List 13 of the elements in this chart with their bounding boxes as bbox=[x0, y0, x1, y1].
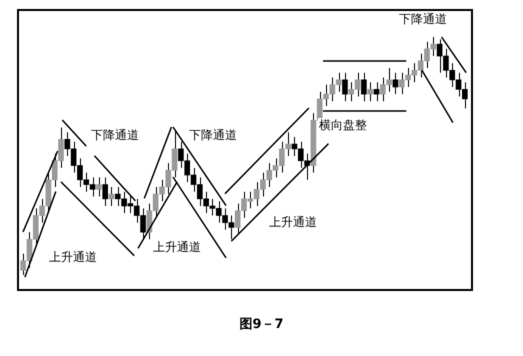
annotation: 横向盘整 bbox=[318, 118, 368, 132]
annotation: 上升通道 bbox=[48, 250, 98, 264]
candlestick bbox=[374, 82, 380, 102]
candlestick bbox=[361, 72, 367, 102]
candlestick bbox=[392, 72, 398, 95]
annotation: 下降通道 bbox=[188, 128, 238, 142]
text: 图9－7 bbox=[238, 316, 285, 333]
annotation: 上升通道 bbox=[268, 215, 318, 229]
candlestick bbox=[342, 72, 348, 102]
annotation: 上升通道 bbox=[152, 240, 202, 254]
candlestick bbox=[102, 176, 108, 206]
annotation: 下降通道 bbox=[90, 128, 140, 142]
text: 下降通道 bbox=[398, 12, 448, 26]
